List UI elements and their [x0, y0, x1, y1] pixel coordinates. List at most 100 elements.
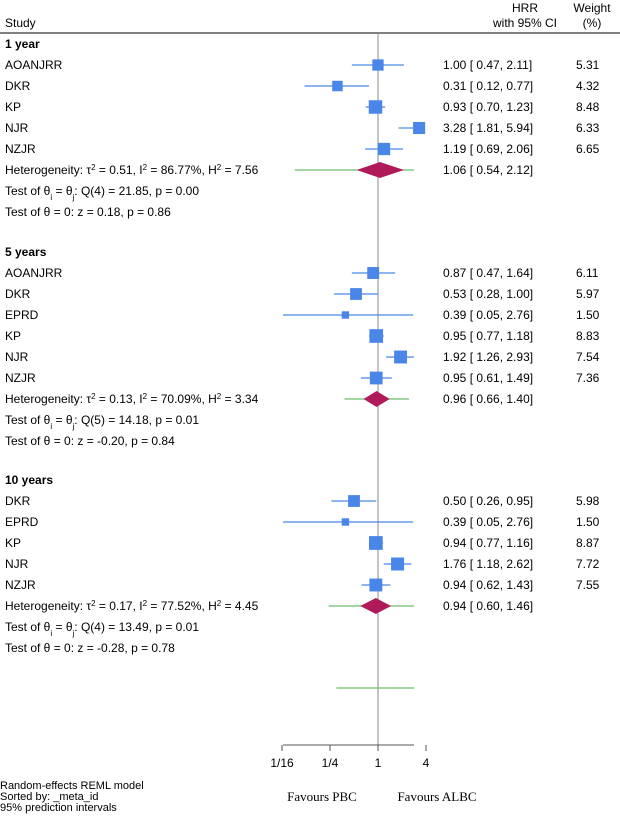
study-weight-text: 7.72: [576, 557, 600, 571]
study-marker: [394, 350, 408, 364]
header: Study HRR with 95% CI Weight (%): [0, 1, 620, 34]
study-marker: [368, 100, 383, 114]
summary-diamond: [360, 598, 392, 614]
test-effect-text: Test of θ = 0: z = 0.18, p = 0.86: [5, 205, 171, 219]
footer: Favours PBC Favours ALBC Random-effects …: [0, 780, 477, 814]
footnote-prediction: 95% prediction intervals: [0, 802, 117, 814]
study-label: NJR: [5, 350, 29, 364]
summary-ci-text: 0.96 [ 0.66, 1.40]: [443, 392, 533, 406]
header-effect-title: HRR: [512, 1, 538, 15]
axis-tick-label: 1/4: [322, 756, 339, 770]
study-ci-text: 1.92 [ 1.26, 2.93]: [443, 350, 533, 364]
summary-diamond: [363, 391, 390, 407]
study-label: KP: [5, 100, 21, 114]
study-weight-text: 5.31: [576, 58, 600, 72]
study-ci-text: 3.28 [ 1.81, 5.94]: [443, 121, 533, 135]
study-ci-text: 0.94 [ 0.62, 1.43]: [443, 578, 533, 592]
heterogeneity-text: Heterogeneity: τ2 = 0.17, I2 = 77.52%, H…: [5, 599, 259, 614]
study-weight-text: 8.87: [576, 536, 600, 550]
study-ci-text: 0.93 [ 0.70, 1.23]: [443, 100, 533, 114]
study-weight-text: 5.98: [576, 494, 600, 508]
summary-ci-text: 1.06 [ 0.54, 2.12]: [443, 163, 533, 177]
group-label: 10 years: [5, 473, 53, 487]
marks-layer: [283, 59, 426, 689]
study-ci-text: 0.87 [ 0.47, 1.64]: [443, 266, 533, 280]
study-label: NZJR: [5, 142, 36, 156]
study-ci-text: 0.31 [ 0.12, 0.77]: [443, 79, 533, 93]
study-marker: [341, 311, 350, 319]
x-axis: 1/16 1/4 1 4: [270, 744, 430, 770]
study-weight-text: 8.48: [576, 100, 600, 114]
study-marker: [368, 536, 383, 550]
study-marker: [332, 80, 343, 92]
study-marker: [413, 121, 426, 135]
study-ci-text: 0.94 [ 0.77, 1.16]: [443, 536, 533, 550]
test-heterogeneity-text: Test of θi = θj: Q(4) = 13.49, p = 0.01: [5, 620, 199, 638]
study-ci-text: 0.50 [ 0.26, 0.95]: [443, 494, 533, 508]
study-label: AOANJRR: [5, 266, 63, 280]
study-weight-text: 6.11: [576, 266, 599, 280]
study-marker: [348, 495, 360, 507]
study-weight-text: 1.50: [576, 308, 600, 322]
header-study: Study: [5, 16, 36, 30]
study-label: DKR: [5, 287, 31, 301]
study-ci-text: 0.39 [ 0.05, 2.76]: [443, 308, 533, 322]
study-weight-text: 7.55: [576, 578, 600, 592]
study-weight-text: 4.32: [576, 79, 600, 93]
study-weight-text: 7.54: [576, 350, 600, 364]
axis-tick-label: 1/16: [270, 756, 294, 770]
study-weight-text: 5.97: [576, 287, 600, 301]
study-weight-text: 1.50: [576, 515, 600, 529]
study-ci-text: 0.95 [ 0.77, 1.18]: [443, 329, 533, 343]
study-ci-text: 1.76 [ 1.18, 2.62]: [443, 557, 533, 571]
study-marker: [369, 371, 383, 385]
study-label: EPRD: [5, 515, 39, 529]
test-heterogeneity-text: Test of θi = θj: Q(5) = 14.18, p = 0.01: [5, 413, 199, 431]
study-label: KP: [5, 329, 21, 343]
study-marker: [372, 59, 384, 71]
study-label: DKR: [5, 494, 31, 508]
study-weight-text: 7.36: [576, 371, 600, 385]
study-ci-text: 0.95 [ 0.61, 1.49]: [443, 371, 533, 385]
summary-ci-text: 0.94 [ 0.60, 1.46]: [443, 599, 533, 613]
study-weight-text: 6.65: [576, 142, 600, 156]
footnote-sort: Sorted by: _meta_id: [0, 791, 98, 803]
study-marker: [391, 557, 405, 571]
study-marker: [350, 288, 362, 300]
rows-layer: 1 year AOANJRR 1.00 [ 0.47, 2.11] 5.31 DKR 0.…: [5, 37, 600, 655]
favours-left-label: Favours PBC: [287, 789, 357, 804]
study-ci-text: 0.53 [ 0.28, 1.00]: [443, 287, 533, 301]
footnote-model: Random-effects REML model: [0, 780, 144, 792]
study-label: AOANJRR: [5, 58, 63, 72]
study-ci-text: 1.00 [ 0.47, 2.11]: [443, 58, 532, 72]
study-ci-text: 1.19 [ 0.69, 2.06]: [443, 142, 533, 156]
header-effect-subtitle: with 95% CI: [492, 16, 557, 30]
heterogeneity-text: Heterogeneity: τ2 = 0.13, I2 = 70.09%, H…: [5, 392, 259, 407]
axis-tick-label: 1: [375, 756, 382, 770]
test-effect-text: Test of θ = 0: z = -0.28, p = 0.78: [5, 641, 175, 655]
study-label: EPRD: [5, 308, 39, 322]
study-weight-text: 8.83: [576, 329, 600, 343]
axis-tick-label: 4: [423, 756, 430, 770]
study-marker: [367, 267, 380, 279]
study-label: NJR: [5, 121, 29, 135]
group-label: 1 year: [5, 37, 40, 51]
study-marker: [369, 578, 383, 592]
study-label: DKR: [5, 79, 31, 93]
test-effect-text: Test of θ = 0: z = -0.20, p = 0.84: [5, 434, 175, 448]
heterogeneity-text: Heterogeneity: τ2 = 0.51, I2 = 86.77%, H…: [5, 163, 259, 178]
study-marker: [377, 142, 391, 156]
study-label: KP: [5, 536, 21, 550]
study-marker: [341, 518, 350, 526]
study-ci-text: 0.39 [ 0.05, 2.76]: [443, 515, 533, 529]
study-label: NJR: [5, 557, 29, 571]
group-label: 5 years: [5, 245, 47, 259]
study-label: NZJR: [5, 371, 36, 385]
study-label: NZJR: [5, 578, 36, 592]
summary-diamond: [356, 162, 405, 178]
favours-right-label: Favours ALBC: [397, 789, 476, 804]
study-marker: [369, 329, 384, 343]
study-weight-text: 6.33: [576, 121, 600, 135]
header-weight-unit: (%): [583, 16, 602, 30]
